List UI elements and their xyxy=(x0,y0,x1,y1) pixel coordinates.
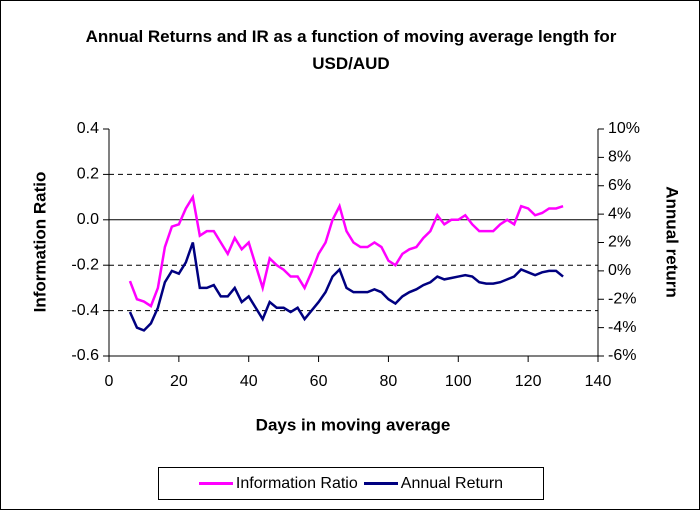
x-tick-label: 140 xyxy=(585,373,612,390)
y-axis-label: Information Ratio xyxy=(30,172,49,313)
x-axis-label: Days in moving average xyxy=(256,415,451,434)
y-tick-label: -0.6 xyxy=(71,347,99,364)
x-tick-label: 100 xyxy=(445,373,472,390)
y-tick-label: -0.2 xyxy=(71,256,99,273)
y-tick-label: 0.4 xyxy=(77,120,99,137)
x-tick-label: 0 xyxy=(105,373,114,390)
legend-label: Information Ratio xyxy=(235,474,358,492)
legend-swatch xyxy=(363,482,398,485)
x-tick-label: 20 xyxy=(170,373,188,390)
y2-axis-label: Annual return xyxy=(663,186,682,297)
series-line xyxy=(128,242,564,332)
y2-tick-label: 2% xyxy=(608,234,631,251)
legend-item: Information Ratio xyxy=(198,474,358,493)
y2-tick-label: 8% xyxy=(608,149,631,166)
y-tick-label: 0.2 xyxy=(77,166,99,183)
y2-tick-label: -2% xyxy=(608,290,636,307)
y2-tick-label: 6% xyxy=(608,177,631,194)
chart-title: Annual Returns and IR as a function of m… xyxy=(85,27,617,73)
y-tick-label: 0.0 xyxy=(77,211,99,228)
x-tick-label: 40 xyxy=(240,373,258,390)
y-tick-label: -0.4 xyxy=(71,302,99,319)
y2-tick-label: 0% xyxy=(608,262,631,279)
legend-item: Annual Return xyxy=(363,474,504,493)
legend: Information Ratio Annual Return xyxy=(158,467,544,500)
series-line xyxy=(128,193,564,308)
x-tick-label: 120 xyxy=(515,373,542,390)
legend-swatch xyxy=(198,482,233,485)
y2-tick-label: -6% xyxy=(608,347,636,364)
y2-tick-label: 10% xyxy=(608,120,640,137)
legend-label: Annual Return xyxy=(400,474,504,492)
x-tick-label: 60 xyxy=(310,373,328,390)
y2-tick-label: -4% xyxy=(608,319,636,336)
y2-tick-label: 4% xyxy=(608,205,631,222)
x-tick-label: 80 xyxy=(380,373,398,390)
